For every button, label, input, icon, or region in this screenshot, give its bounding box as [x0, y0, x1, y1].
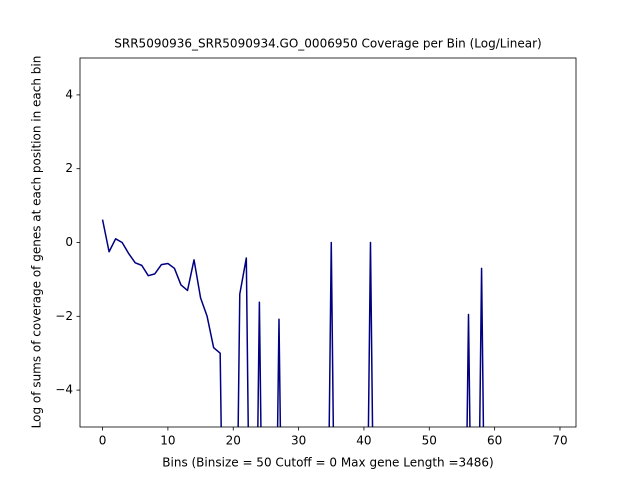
plot-area — [101, 219, 485, 427]
x-tick-label: 70 — [552, 434, 567, 448]
y-tick-label: 4 — [65, 87, 73, 101]
x-tick-label: 30 — [291, 434, 306, 448]
y-tick-label: 2 — [65, 161, 73, 175]
x-tick-label: 0 — [99, 434, 107, 448]
y-tick-label: −4 — [55, 383, 73, 397]
chart-title: SRR5090936_SRR5090934.GO_0006950 Coverag… — [114, 37, 541, 51]
x-tick-label: 50 — [422, 434, 437, 448]
y-tick-label: −2 — [55, 309, 73, 323]
x-tick-label: 60 — [487, 434, 502, 448]
data-line — [101, 219, 485, 427]
y-tick-label: 0 — [65, 235, 73, 249]
x-tick-label: 10 — [160, 434, 175, 448]
x-tick-label: 20 — [226, 434, 241, 448]
x-tick-label: 40 — [356, 434, 371, 448]
y-axis-label: Log of sums of coverage of genes at each… — [30, 56, 44, 429]
x-axis-label: Bins (Binsize = 50 Cutoff = 0 Max gene L… — [162, 456, 493, 470]
